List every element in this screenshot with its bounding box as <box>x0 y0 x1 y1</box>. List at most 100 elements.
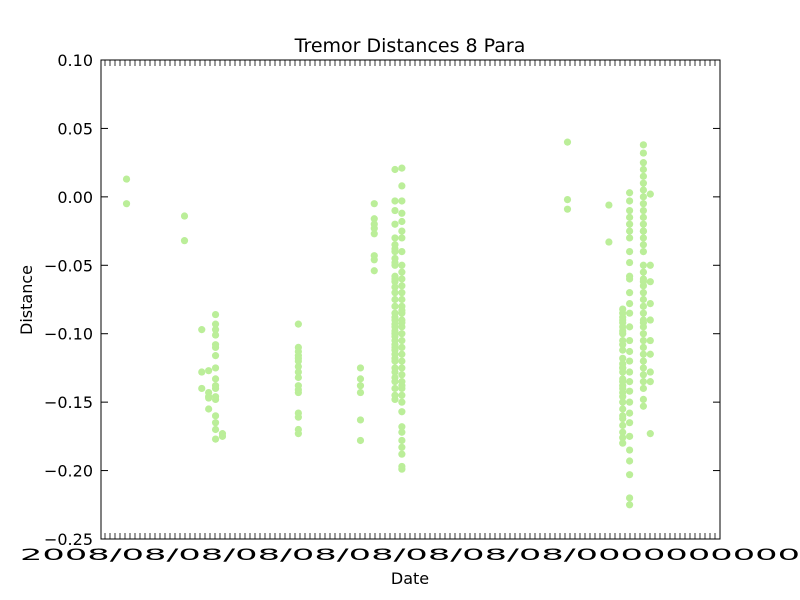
data-point <box>398 295 406 304</box>
chart-title: Tremor Distances 8 Para <box>294 35 526 57</box>
data-point <box>398 371 406 379</box>
data-point <box>391 234 399 242</box>
data-point <box>625 323 634 331</box>
data-point <box>639 364 648 372</box>
data-point <box>294 354 302 362</box>
data-point <box>639 268 648 276</box>
data-point <box>639 402 648 410</box>
data-point <box>391 378 399 386</box>
data-point <box>391 283 399 291</box>
data-point <box>356 388 365 397</box>
data-point <box>211 419 220 427</box>
data-point <box>211 326 220 334</box>
data-point <box>646 278 654 286</box>
data-point <box>391 289 399 297</box>
data-point <box>398 268 406 276</box>
data-point <box>563 138 572 146</box>
data-point <box>619 319 627 327</box>
data-point <box>646 316 654 324</box>
data-point <box>391 278 399 286</box>
data-point <box>639 378 648 386</box>
plot-frame <box>100 59 721 540</box>
data-point <box>619 336 627 345</box>
data-point <box>294 368 302 376</box>
data-point <box>625 357 634 365</box>
data-point <box>398 248 406 256</box>
data-point <box>398 391 406 399</box>
data-point <box>211 343 220 351</box>
data-point <box>639 227 648 235</box>
data-point <box>625 234 634 242</box>
data-point <box>198 368 206 376</box>
data-point <box>398 364 406 372</box>
data-point <box>398 443 406 451</box>
data-point <box>356 416 365 424</box>
data-point <box>639 343 648 351</box>
data-point <box>639 200 648 208</box>
y-tick-label: −0.10 <box>44 325 93 344</box>
data-point <box>391 332 399 341</box>
data-point <box>398 382 406 390</box>
data-point <box>619 428 627 436</box>
data-point <box>639 278 648 286</box>
data-point <box>391 165 399 174</box>
data-point <box>625 501 634 509</box>
data-point <box>391 320 399 328</box>
data-point <box>294 320 302 328</box>
data-point <box>370 224 378 232</box>
data-point <box>619 393 627 401</box>
data-point <box>398 261 406 269</box>
data-point <box>639 384 648 393</box>
data-point <box>391 395 399 404</box>
data-point <box>398 343 406 351</box>
data-point <box>639 295 648 304</box>
data-point <box>398 209 406 217</box>
data-point <box>625 206 634 215</box>
data-point <box>646 190 654 198</box>
data-point <box>625 471 634 479</box>
data-point <box>619 398 627 406</box>
data-point <box>198 384 206 393</box>
data-point <box>398 350 406 358</box>
data-point <box>211 331 220 339</box>
data-point <box>198 326 206 334</box>
data-point <box>356 382 365 390</box>
data-point <box>639 172 648 180</box>
data-point <box>294 362 302 371</box>
data-point <box>398 306 406 315</box>
data-point <box>646 350 654 358</box>
data-point <box>639 213 648 221</box>
data-point <box>398 330 406 338</box>
data-point <box>639 357 648 365</box>
data-point <box>625 289 634 297</box>
y-tick-label: 0.05 <box>57 119 93 138</box>
data-point <box>370 215 378 223</box>
data-point <box>639 193 648 201</box>
data-point <box>639 141 648 149</box>
data-point <box>625 494 634 502</box>
x-ticks <box>104 60 716 539</box>
data-point <box>294 430 302 438</box>
x-axis-title: Date <box>391 569 429 588</box>
data-point <box>619 346 627 354</box>
data-point <box>391 302 399 310</box>
data-point <box>398 164 406 172</box>
y-tick-label: −0.20 <box>44 462 93 481</box>
data-point <box>605 201 613 209</box>
data-point <box>646 430 654 438</box>
y-tick-label: 0.10 <box>57 51 93 70</box>
data-point <box>639 165 648 174</box>
data-point <box>391 313 399 321</box>
data-point <box>391 368 399 376</box>
data-point <box>619 364 627 372</box>
data-point <box>398 227 406 235</box>
data-point <box>646 300 654 308</box>
data-point <box>625 300 634 308</box>
data-point <box>398 197 406 205</box>
data-point <box>639 186 648 194</box>
data-point <box>646 336 654 345</box>
data-point <box>639 248 648 256</box>
data-point <box>619 434 627 442</box>
data-point <box>625 189 634 197</box>
data-point <box>625 432 634 440</box>
